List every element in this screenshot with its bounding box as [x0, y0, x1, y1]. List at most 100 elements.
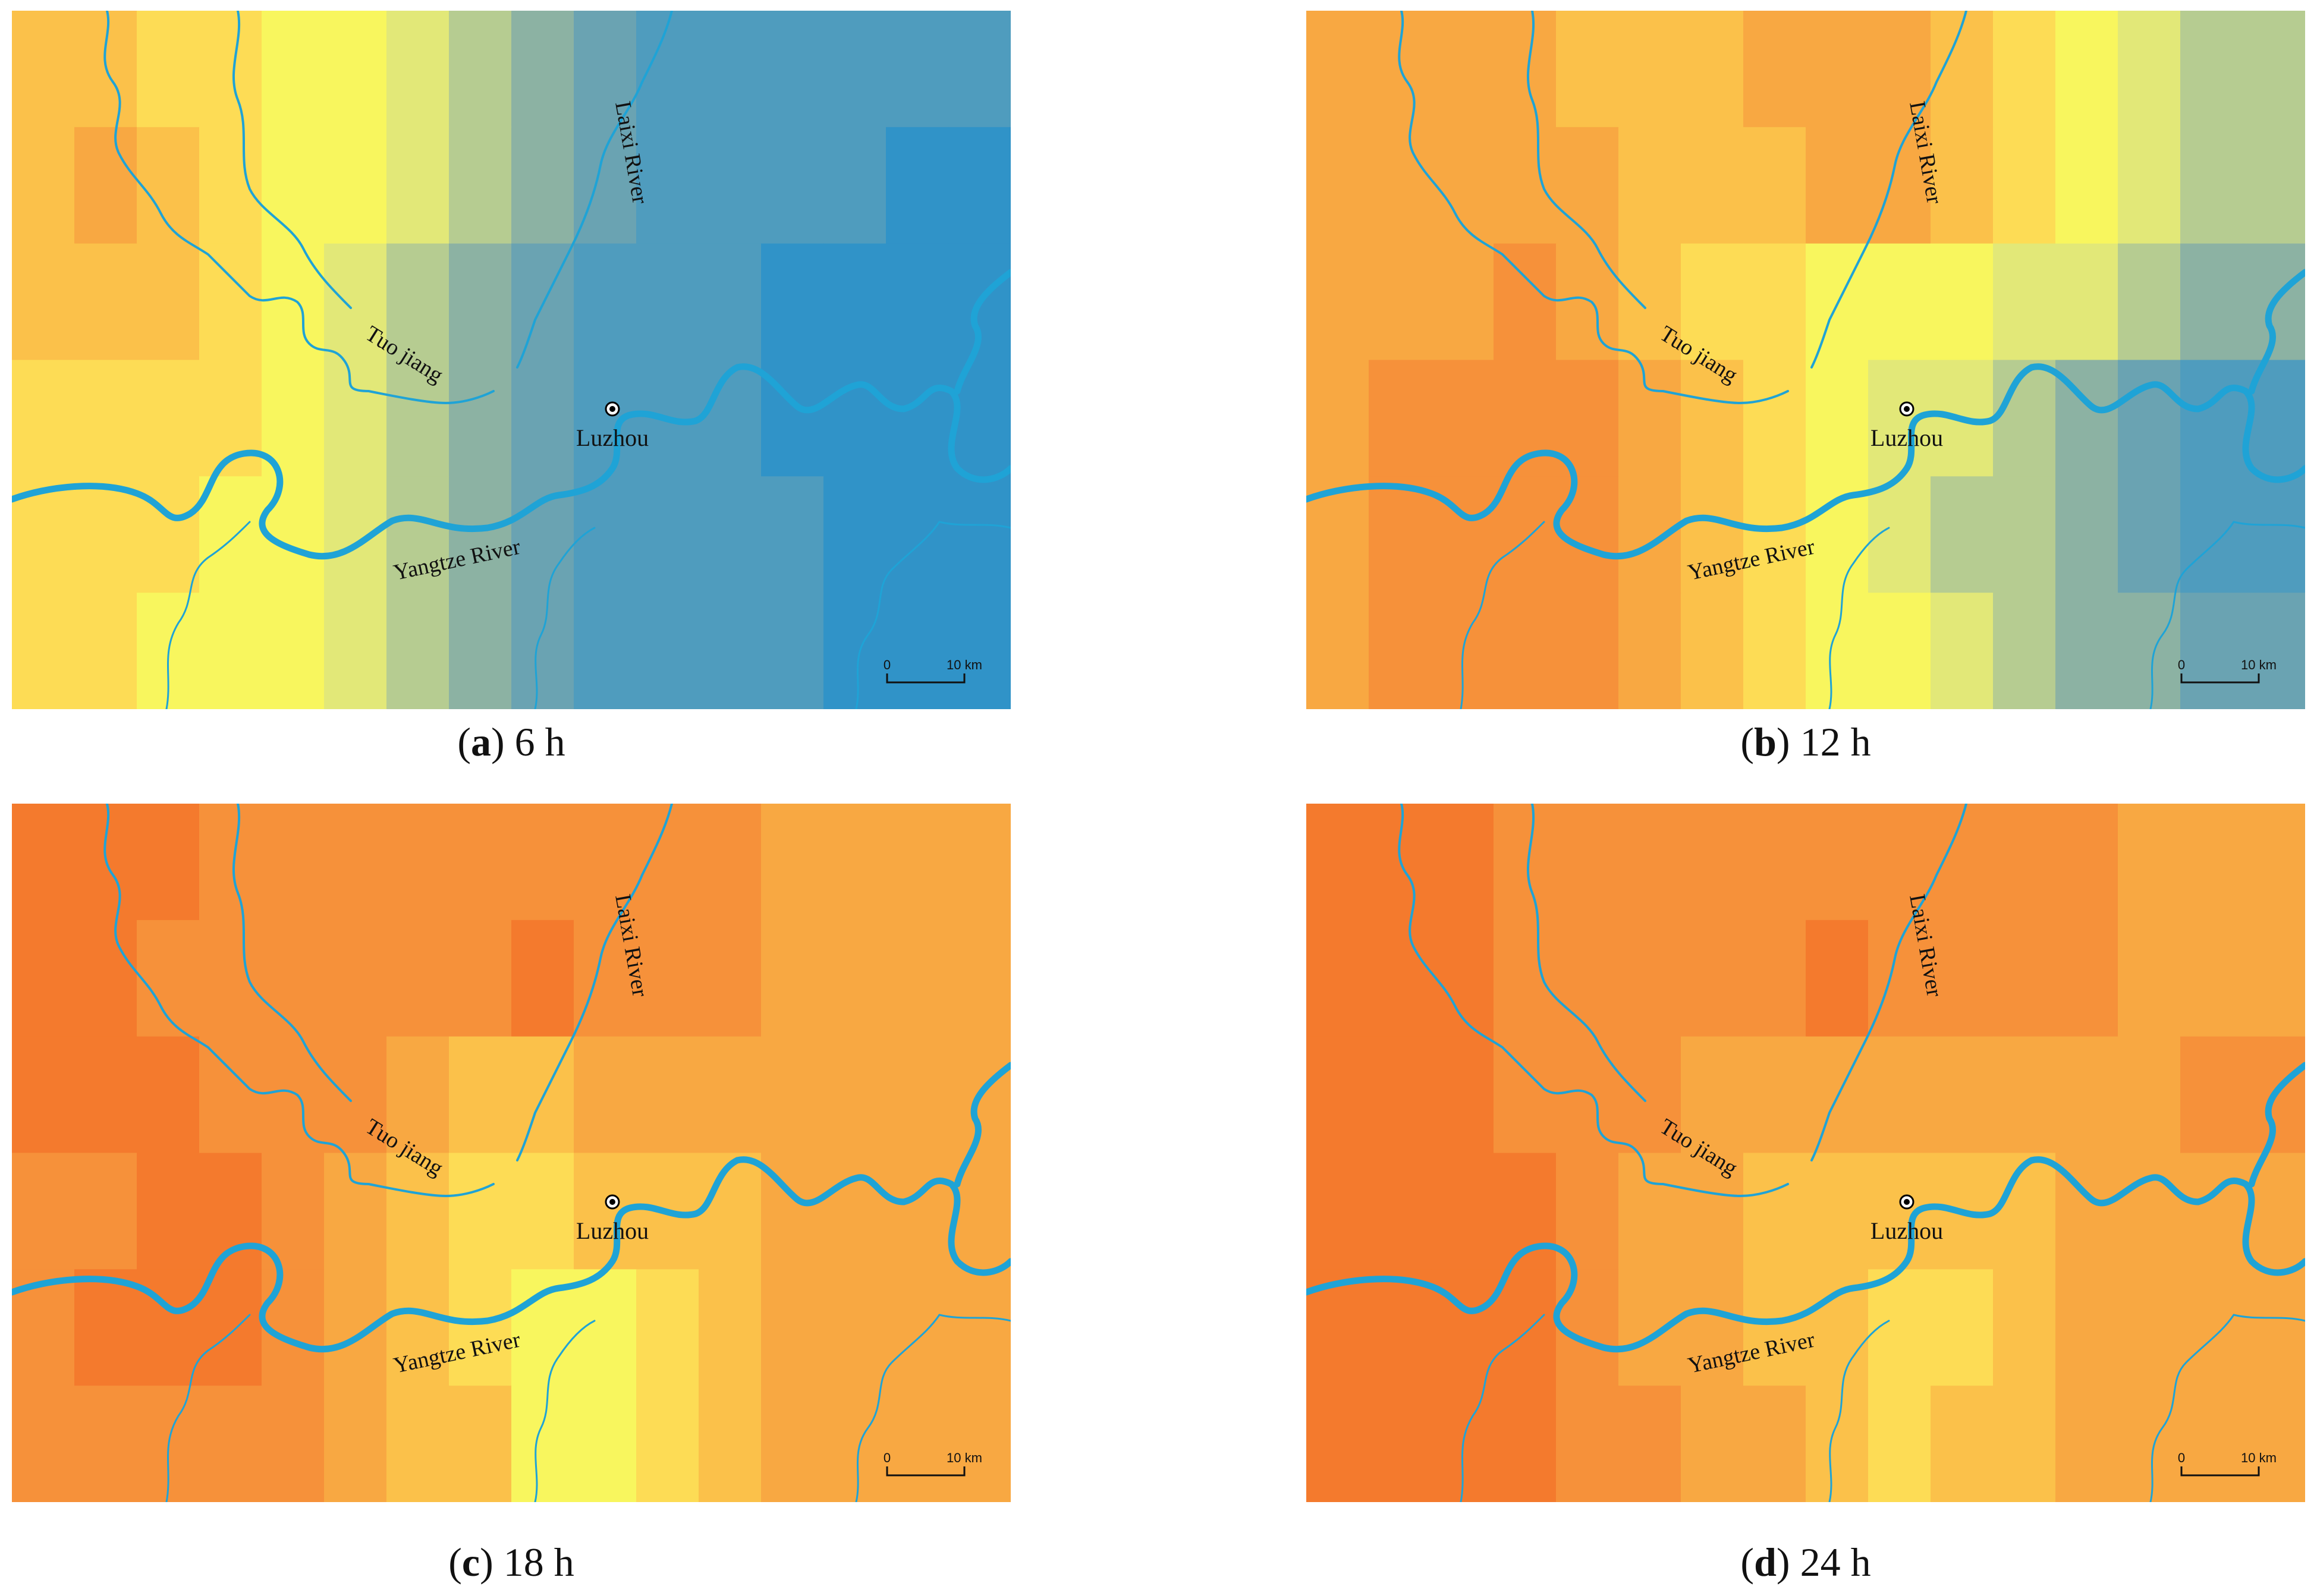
city-marker-icon [1899, 1194, 1914, 1210]
raster-cell [1494, 1036, 1557, 1154]
label-luzhou: Luzhou [576, 1217, 649, 1244]
raster-cell [1931, 1269, 1994, 1386]
raster-cell [699, 920, 762, 1037]
tributary-s2-line [1828, 527, 1890, 709]
raster-cell [1494, 11, 1557, 128]
raster-cell [1494, 476, 1557, 593]
raster-cell [449, 1153, 512, 1270]
caption-b-letter: b [1754, 719, 1777, 764]
raster-cell [12, 804, 75, 921]
raster-cell [449, 243, 512, 361]
raster-cell [1618, 804, 1681, 921]
raster-cell [1743, 593, 1806, 709]
raster-cell [1681, 243, 1744, 361]
caption-d-letter: d [1754, 1540, 1777, 1585]
caption-d-time: 24 h [1800, 1540, 1871, 1585]
raster-cell [74, 127, 137, 244]
raster-cell [2180, 127, 2243, 244]
raster-cell [886, 243, 949, 361]
scale-bar-start: 0 [2178, 1450, 2185, 1465]
scale-bar: 0 10 km [884, 657, 982, 684]
tuo-jiang-line [103, 804, 495, 1197]
raster-cell [1806, 920, 1869, 1037]
raster-cell [574, 920, 637, 1037]
tributary-e-line [938, 1314, 1011, 1322]
raster-cell [12, 593, 75, 709]
raster-cell [1993, 1036, 2056, 1154]
raster-cell [449, 804, 512, 921]
raster-cell [948, 1269, 1011, 1386]
raster-cell [761, 243, 824, 361]
scale-bar-start: 0 [2178, 657, 2185, 672]
raster-cell [324, 243, 387, 361]
tributary-nw-line [232, 11, 352, 309]
scale-bar: 0 10 km [2178, 1450, 2277, 1477]
raster-cell [1681, 804, 1744, 921]
raster-cell [1369, 476, 1432, 593]
scale-bar-end: 10 km [947, 1450, 982, 1465]
raster-cell [74, 593, 137, 709]
tributary-se-line [2149, 1314, 2235, 1502]
raster-cell [1494, 243, 1557, 361]
raster-cell [886, 804, 949, 921]
raster-cell [1431, 360, 1494, 477]
raster-cell [1681, 476, 1744, 593]
raster-cell [386, 804, 449, 921]
raster-cell [324, 1153, 387, 1270]
raster-cell [948, 1386, 1011, 1502]
raster-cell [823, 476, 886, 593]
raster-cell [823, 360, 886, 477]
raster-cell [449, 1036, 512, 1154]
raster-cell [449, 920, 512, 1037]
raster-cell [2243, 593, 2305, 709]
raster-cell [1306, 1153, 1369, 1270]
raster-cell [2243, 127, 2305, 244]
raster-cell [386, 360, 449, 477]
raster-cell [823, 1036, 886, 1154]
raster-cell [12, 1036, 75, 1154]
raster-cell [262, 593, 325, 709]
raster-cell [1556, 243, 1619, 361]
raster-cell [1556, 1269, 1619, 1386]
raster-cell [761, 1036, 824, 1154]
raster-cell [1993, 476, 2056, 593]
raster-cell [761, 804, 824, 921]
raster-cell [1556, 1036, 1619, 1154]
raster-cell [12, 127, 75, 244]
raster-cell [1743, 1153, 1806, 1270]
raster-cell [324, 804, 387, 921]
raster-cell [699, 1036, 762, 1154]
raster-cell [386, 1036, 449, 1154]
raster-cell [636, 1036, 699, 1154]
raster-cell [1494, 804, 1557, 921]
raster-cell [1431, 1269, 1494, 1386]
raster-cell [1806, 1386, 1869, 1502]
raster-cell [636, 1386, 699, 1502]
raster-cell [2180, 476, 2243, 593]
tributary-nw-line [1527, 804, 1646, 1102]
raster-cell [2180, 1269, 2243, 1386]
tributary-nw-line [1527, 11, 1646, 309]
raster-cell [761, 1386, 824, 1502]
tributary-nw-line [232, 804, 352, 1102]
raster-cell [823, 804, 886, 921]
raster-cell [1993, 127, 2056, 244]
label-luzhou: Luzhou [1870, 1217, 1943, 1244]
raster-cell [511, 804, 574, 921]
rivers [1306, 804, 2305, 1502]
raster-cell [699, 476, 762, 593]
scale-bar-start: 0 [884, 1450, 891, 1465]
raster-cell [823, 920, 886, 1037]
raster-cell [386, 920, 449, 1037]
raster-cell [199, 11, 262, 128]
caption-a-letter: a [471, 719, 491, 764]
raster-cell [199, 1036, 262, 1154]
raster-cell [511, 1386, 574, 1502]
raster-cell [2118, 1036, 2181, 1154]
raster-surface [1306, 804, 2305, 1502]
raster-cell [2180, 593, 2243, 709]
raster-cell [324, 1269, 387, 1386]
raster-cell [1431, 11, 1494, 128]
